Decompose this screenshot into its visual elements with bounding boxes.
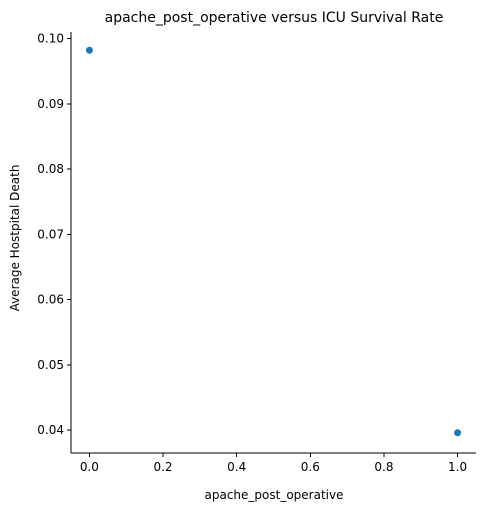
plot-area: 0.0 0.2 0.4 0.6 0.8 1.0 0.040.050.060.070.080… (37, 32, 476, 474)
y-axis-ticks: 0.04 0.05 0.06 0.07 0.08 0.09 0.10 (37, 32, 71, 437)
x-tick-label: 0.2 (153, 460, 172, 474)
y-axis-label: Average Hostpital Death (8, 165, 22, 312)
y-tick-label: 0.09 (37, 97, 64, 111)
x-tick-label: 1.0 (448, 460, 467, 474)
x-axis-label: apache_post_operative (205, 488, 344, 502)
x-tick-label: 0.6 (301, 460, 320, 474)
y-tick-label: 0.05 (37, 358, 64, 372)
x-tick-label: 0.0 (80, 460, 99, 474)
y-tick-label: 0.07 (37, 227, 64, 241)
y-tick-label: 0.10 (37, 32, 64, 46)
data-points (85, 46, 462, 437)
x-tick-label: 0.4 (227, 460, 246, 474)
y-tick-label: 0.08 (37, 162, 64, 176)
chart-title: apache_post_operative versus ICU Surviva… (105, 10, 444, 26)
y-tick-label: 0.06 (37, 293, 64, 307)
data-point (454, 429, 462, 437)
y-tick-label: 0.04 (37, 423, 64, 437)
data-point (85, 46, 93, 54)
x-tick-label: 0.8 (374, 460, 393, 474)
x-axis-ticks: 0.0 0.2 0.4 0.6 0.8 1.0 (80, 453, 467, 474)
